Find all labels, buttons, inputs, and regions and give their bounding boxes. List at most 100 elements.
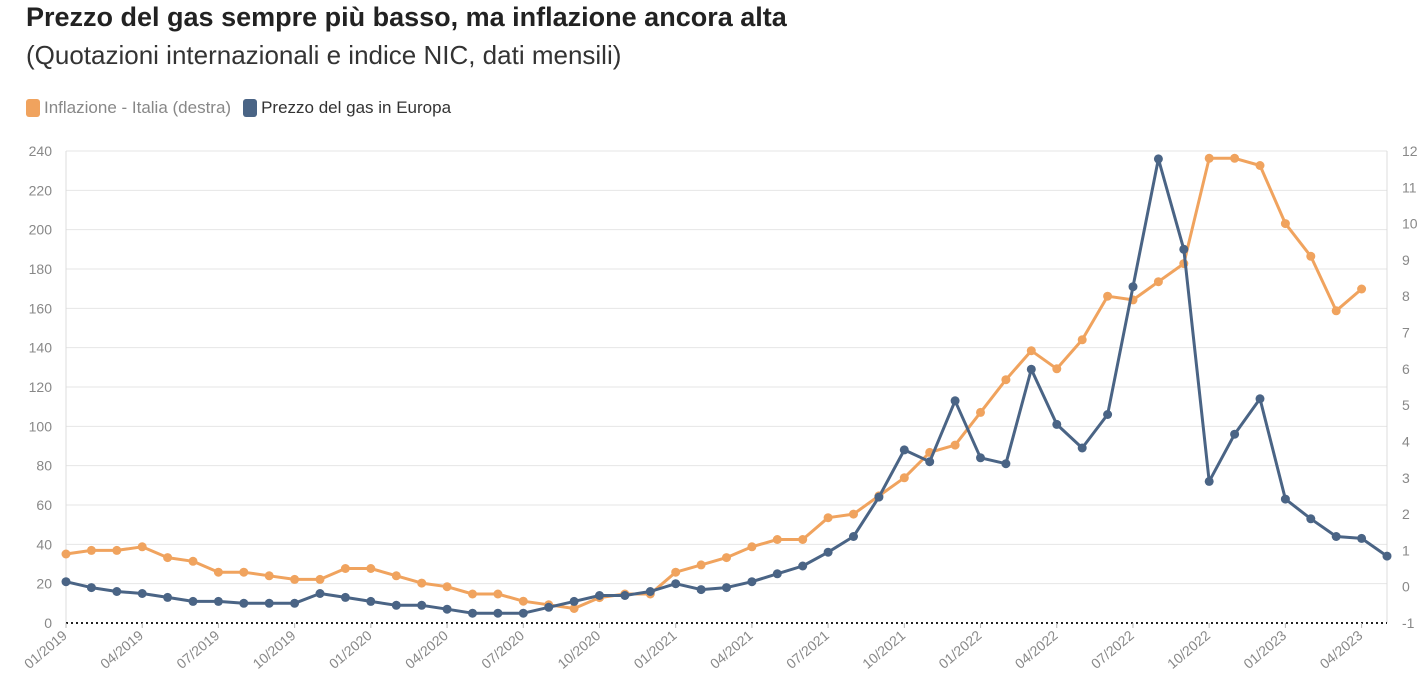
series-point-1 (1382, 551, 1392, 561)
y-right-tick-label: 10 (1402, 216, 1418, 232)
series-point-1 (188, 596, 198, 606)
series-point-1 (239, 598, 249, 608)
series-point-0 (366, 564, 376, 573)
series-point-1 (645, 587, 655, 596)
series-point-0 (137, 542, 147, 552)
y-left-tick-label: 120 (29, 379, 53, 395)
series-point-0 (1357, 284, 1367, 294)
y-right-tick-label: 8 (1402, 288, 1410, 304)
series-point-0 (696, 560, 706, 570)
legend-label-gas: Prezzo del gas in Europa (261, 98, 452, 117)
series-point-1 (442, 604, 452, 614)
series-point-0 (1001, 375, 1011, 385)
x-tick-label: 01/2023 (1240, 627, 1289, 672)
x-tick-label: 07/2022 (1088, 627, 1137, 672)
legend-swatch-gas (243, 99, 258, 117)
y-right-tick-label: 9 (1402, 252, 1410, 268)
series-point-0 (849, 509, 858, 519)
x-tick-label: 01/2022 (935, 627, 984, 672)
series-point-0 (1026, 346, 1036, 356)
series-point-1 (874, 492, 884, 502)
series-point-1 (1026, 364, 1036, 374)
series-point-0 (899, 473, 909, 483)
x-tick-label: 10/2019 (250, 627, 299, 672)
series-point-1 (595, 591, 604, 600)
series-point-1 (290, 598, 300, 608)
series-point-1 (747, 577, 757, 587)
x-tick-label: 04/2019 (97, 627, 146, 672)
x-tick-label: 07/2020 (478, 627, 527, 672)
legend-label-inflation: Inflazione - Italia (destra) (44, 98, 232, 117)
y-left-tick-label: 240 (29, 143, 53, 159)
y-left-tick-label: 20 (36, 576, 52, 592)
series-point-0 (417, 578, 427, 588)
y-left-tick-label: 180 (29, 261, 53, 277)
x-tick-label: 04/2021 (707, 627, 756, 672)
legend-swatch-inflation (26, 99, 40, 117)
series-point-0 (340, 564, 350, 573)
series-point-1 (671, 579, 681, 589)
series-point-0 (1052, 364, 1062, 374)
series-point-0 (163, 553, 173, 563)
series-point-0 (61, 549, 71, 559)
series-point-1 (950, 396, 960, 406)
series-point-1 (468, 608, 477, 618)
series-point-1 (1128, 282, 1138, 292)
x-tick-label: 01/2021 (631, 627, 680, 672)
y-left-tick-label: 0 (44, 615, 52, 631)
series-point-0 (442, 582, 452, 592)
series-point-0 (1255, 161, 1265, 170)
series-point-0 (976, 407, 985, 417)
series-point-0 (518, 596, 528, 606)
legend-item-gas[interactable]: Prezzo del gas in Europa (243, 98, 451, 118)
series-point-1 (1179, 244, 1189, 254)
series-point-1 (391, 600, 401, 610)
chart-title: Prezzo del gas sempre più basso, ma infl… (26, 2, 787, 32)
x-tick-label: 01/2019 (21, 627, 70, 672)
series-point-0 (1280, 219, 1290, 229)
series-point-1 (899, 445, 909, 455)
x-tick-label: 04/2022 (1012, 627, 1061, 672)
x-tick-label: 04/2023 (1316, 627, 1365, 672)
series-point-1 (696, 585, 706, 595)
series-point-1 (1255, 394, 1265, 404)
x-tick-label: 01/2020 (326, 627, 375, 672)
series-point-1 (264, 598, 274, 608)
y-right-tick-label: -1 (1402, 615, 1415, 631)
series-point-0 (1230, 153, 1240, 163)
series-point-0 (950, 440, 960, 450)
y-left-tick-label: 140 (29, 340, 53, 356)
x-tick-label: 10/2021 (859, 627, 908, 672)
series-point-0 (1153, 277, 1163, 287)
y-left-tick-label: 60 (36, 497, 52, 513)
series-point-1 (340, 592, 350, 602)
series-point-1 (1052, 419, 1062, 429)
series-point-1 (1280, 494, 1290, 504)
series-point-1 (61, 577, 71, 587)
series-point-0 (1204, 153, 1214, 163)
series-point-0 (391, 571, 401, 581)
y-right-tick-label: 1 (1402, 542, 1410, 558)
series-point-1 (417, 600, 427, 610)
series-point-1 (544, 602, 554, 612)
y-left-tick-label: 220 (29, 182, 53, 198)
series-point-0 (468, 589, 477, 599)
x-tick-label: 10/2020 (554, 627, 603, 672)
series-point-1 (1357, 533, 1367, 543)
x-tick-label: 04/2020 (402, 627, 451, 672)
series-point-0 (747, 542, 757, 552)
series-point-1 (86, 583, 96, 593)
series-point-0 (290, 574, 300, 584)
legend-item-inflation[interactable]: Inflazione - Italia (destra) (26, 98, 231, 118)
x-tick-label: 10/2022 (1164, 627, 1213, 672)
y-right-tick-label: 12 (1402, 143, 1418, 159)
series-point-1 (1306, 514, 1316, 524)
legend: Inflazione - Italia (destra) Prezzo del … (26, 98, 463, 118)
x-tick-label: 07/2019 (173, 627, 222, 672)
y-right-tick-label: 11 (1402, 179, 1417, 195)
y-left-tick-label: 160 (29, 300, 53, 316)
series-point-1 (620, 591, 630, 600)
series-point-1 (925, 457, 935, 467)
series-point-1 (518, 608, 528, 618)
